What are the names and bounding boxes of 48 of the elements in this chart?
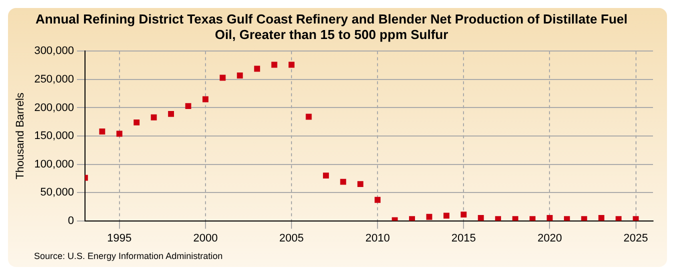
point <box>357 181 364 188</box>
x-tick-label: 2005 <box>279 232 304 244</box>
point <box>512 216 518 221</box>
point <box>150 114 157 120</box>
point <box>616 216 622 221</box>
y-tick-label: 100,000 <box>34 158 74 170</box>
point <box>460 212 467 218</box>
y-tick-label: 250,000 <box>34 74 74 86</box>
y-tick-label: 200,000 <box>34 102 74 114</box>
point <box>598 215 604 221</box>
point <box>340 178 346 185</box>
x-tick-label: 2020 <box>537 232 562 244</box>
point <box>236 72 243 78</box>
point <box>254 66 260 72</box>
point <box>409 216 415 221</box>
x-tick-label: 2025 <box>624 232 648 244</box>
point <box>202 96 208 102</box>
y-axis-title: Thousand Barrels <box>14 92 27 180</box>
point <box>374 196 381 203</box>
point <box>134 119 140 126</box>
point <box>495 216 502 221</box>
y-tick-label: 50,000 <box>40 186 74 199</box>
point <box>220 74 226 81</box>
y-tick-label: 150,000 <box>34 130 74 142</box>
point <box>322 172 329 179</box>
y-tick-label: 0 <box>68 214 74 227</box>
point <box>306 114 312 120</box>
x-tick-label: 1995 <box>107 232 132 244</box>
x-tick-label: 2000 <box>193 232 218 244</box>
point <box>185 103 192 110</box>
point <box>426 214 432 220</box>
x-tick-label: 2015 <box>451 232 476 244</box>
point <box>546 215 553 221</box>
point <box>564 216 570 221</box>
source-note: Source: U.S. Energy Information Administration <box>34 251 223 261</box>
point <box>581 216 588 221</box>
y-tick-label: 300,000 <box>34 45 74 58</box>
point <box>443 212 450 219</box>
point <box>168 110 174 117</box>
point <box>632 216 639 221</box>
point <box>271 62 278 68</box>
x-tick-label: 2010 <box>365 232 390 244</box>
point <box>99 128 106 134</box>
point <box>116 130 122 137</box>
chart-title: Annual Refining District Texas Gulf Coast Refinery and Blender Net Production of Distillate Fuel Oil, Greater than 15 to 500 ppm Sulfur <box>35 11 628 42</box>
point <box>530 216 536 221</box>
point <box>288 62 294 68</box>
point <box>478 215 484 221</box>
